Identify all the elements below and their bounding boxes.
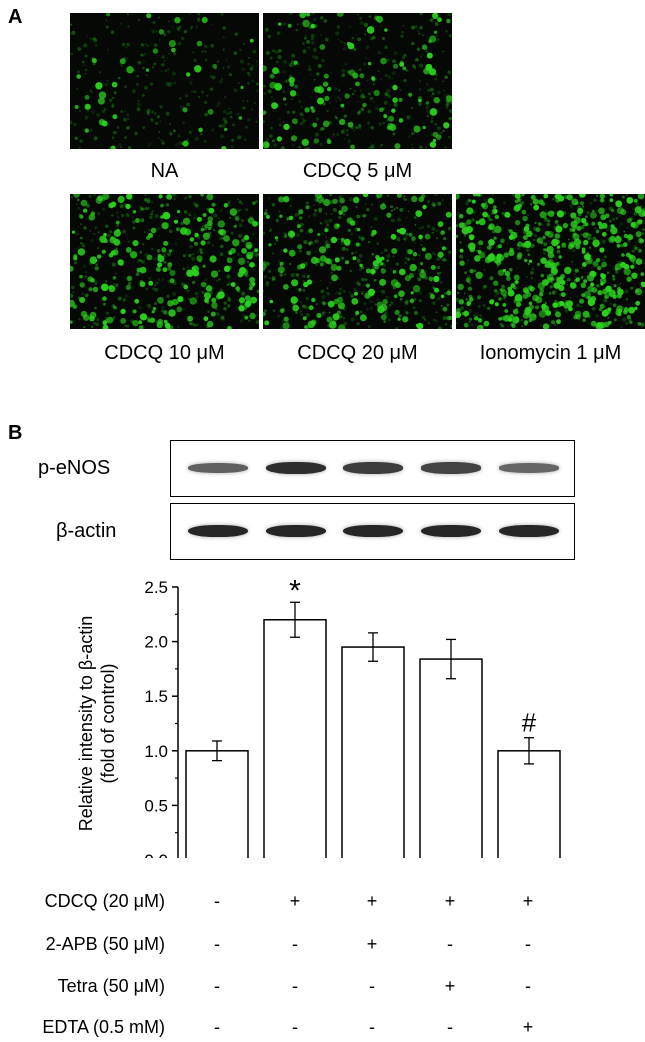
- treatment-sign: +: [366, 891, 378, 911]
- caption-ionomycin: Ionomycin 1 μM: [479, 342, 622, 364]
- bar: [185, 750, 249, 858]
- significance-marker: #: [522, 708, 537, 738]
- treatment-sign: +: [366, 934, 378, 954]
- blot-band: [266, 524, 326, 538]
- treatment-sign: -: [369, 976, 375, 996]
- blot-band: [421, 462, 481, 474]
- panel-a-letter: A: [8, 6, 23, 28]
- y-axis-label: Relative intensity to β-actin: [76, 616, 96, 831]
- treatment-label-edta: EDTA (0.5 mM): [42, 1017, 165, 1037]
- blot-band: [499, 463, 559, 473]
- y-tick-label: 0.5: [144, 796, 168, 815]
- blot-band: [343, 462, 403, 474]
- blot-band: [188, 524, 248, 538]
- y-tick-label: 1.0: [144, 742, 168, 761]
- blot-band: [499, 524, 559, 538]
- treatment-label-tetra: Tetra (50 μM): [57, 976, 165, 996]
- treatment-sign: -: [525, 976, 531, 996]
- bar: [341, 646, 405, 858]
- treatment-sign: -: [292, 1017, 298, 1037]
- treatment-label-cdcq: CDCQ (20 μM): [44, 891, 165, 911]
- western-blot-p-enos: [170, 440, 575, 497]
- treatment-sign: -: [447, 1017, 453, 1037]
- significance-marker: *: [289, 574, 301, 607]
- fluorescence-image-na: [70, 13, 259, 149]
- treatment-sign: -: [447, 934, 453, 954]
- bar: [263, 619, 327, 858]
- treatment-sign: -: [292, 976, 298, 996]
- treatment-sign: -: [214, 976, 220, 996]
- caption-cdcq-20: CDCQ 20 μM: [297, 342, 418, 364]
- treatment-label-2apb: 2-APB (50 μM): [45, 934, 165, 954]
- y-tick-label: 1.5: [144, 687, 168, 706]
- treatment-sign: -: [369, 1017, 375, 1037]
- treatment-sign: +: [444, 891, 456, 911]
- blot-label-beta-actin: β-actin: [56, 520, 117, 542]
- treatment-sign: +: [522, 1017, 534, 1037]
- western-blot-beta-actin: [170, 503, 575, 560]
- panel-b-letter: B: [8, 422, 23, 444]
- y-tick-label: 2.5: [144, 578, 168, 597]
- y-tick-label: 0.0: [144, 851, 168, 858]
- caption-na: NA: [150, 160, 179, 182]
- bar: [419, 658, 483, 858]
- y-tick-label: 2.0: [144, 633, 168, 652]
- treatment-sign: +: [444, 976, 456, 996]
- blot-band: [266, 461, 326, 475]
- bar: [497, 750, 561, 858]
- fluorescence-image-cdcq-10: [70, 194, 259, 329]
- treatment-sign: +: [289, 891, 301, 911]
- fluorescence-image-cdcq-20: [263, 194, 452, 329]
- blot-band: [188, 463, 248, 473]
- treatment-sign: -: [525, 934, 531, 954]
- y-axis-label: (fold of control): [98, 663, 118, 783]
- caption-cdcq-10: CDCQ 10 μM: [104, 342, 225, 364]
- treatment-sign: -: [214, 891, 220, 911]
- fluorescence-image-ionomycin: [456, 194, 645, 329]
- treatment-sign: -: [292, 934, 298, 954]
- blot-band: [343, 524, 403, 538]
- bar-chart: 0.0 0.5 1.0 1.5 2.0 2.5 * # Relative intensity t…: [76, 574, 561, 858]
- blot-label-p-enos: p-eNOS: [38, 457, 111, 479]
- treatment-sign: +: [522, 891, 534, 911]
- blot-band: [421, 524, 481, 538]
- caption-cdcq-5: CDCQ 5 μM: [302, 160, 413, 182]
- treatment-sign: -: [214, 934, 220, 954]
- fluorescence-image-cdcq-5: [263, 13, 452, 149]
- treatment-sign: -: [214, 1017, 220, 1037]
